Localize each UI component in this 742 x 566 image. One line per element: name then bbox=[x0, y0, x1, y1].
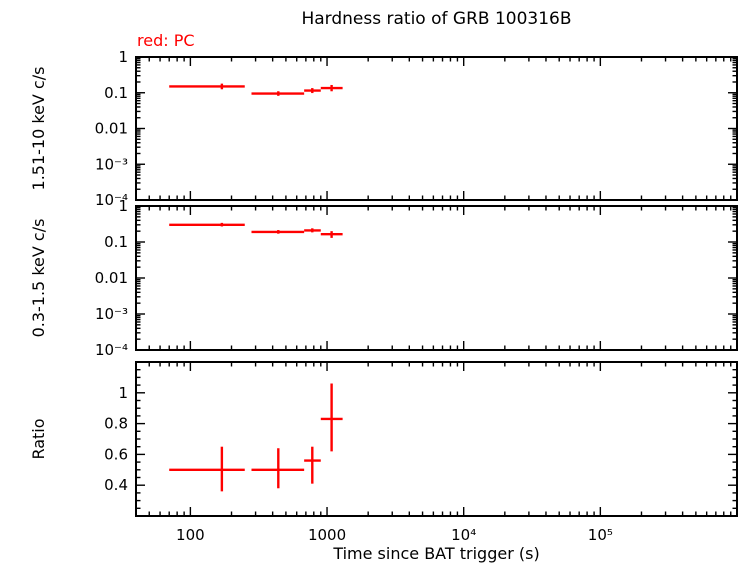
y-tick-label: 10⁻³ bbox=[95, 155, 128, 173]
y-tick-label: 0.6 bbox=[104, 445, 128, 463]
y-tick-label: 0.01 bbox=[95, 120, 128, 138]
y-axis-label-ratio: Ratio bbox=[29, 418, 48, 459]
panel-hard-band: 1 0.1 0.01 10⁻³ 10⁻⁴ 1.51-10 keV c/s bbox=[29, 48, 738, 209]
ticks-ratio bbox=[136, 362, 737, 516]
x-tick-label: 100 bbox=[176, 526, 205, 544]
y-tick-label: 0.1 bbox=[104, 84, 128, 102]
y-tick-label: 10⁻⁴ bbox=[95, 341, 128, 359]
panel-frame bbox=[135, 361, 738, 517]
y-tick-label: 10⁻⁴ bbox=[95, 191, 128, 209]
series-hard-band bbox=[169, 83, 343, 96]
series-ratio bbox=[169, 383, 343, 492]
mode-legend: red: PC bbox=[137, 31, 195, 50]
panel-soft-band: 1 0.1 0.01 10⁻³ 10⁻⁴ 0.3-1.5 keV c/s bbox=[29, 197, 738, 359]
chart-title: Hardness ratio of GRB 100316B bbox=[301, 9, 572, 29]
x-tick-label: 10⁵ bbox=[588, 526, 613, 544]
y-axis-label-hard-band: 1.51-10 keV c/s bbox=[29, 67, 48, 191]
y-tick-label: 10⁻³ bbox=[95, 305, 128, 323]
x-tick-label: 1000 bbox=[308, 526, 346, 544]
ticks-hard-band bbox=[136, 56, 737, 201]
y-tick-label: 0.4 bbox=[104, 476, 128, 494]
x-axis-label: Time since BAT trigger (s) bbox=[332, 544, 539, 563]
x-tick-label: 10⁴ bbox=[451, 526, 476, 544]
y-tick-label: 0.1 bbox=[104, 233, 128, 251]
y-tick-label: 0.8 bbox=[104, 415, 128, 433]
y-tick-label: 1 bbox=[118, 48, 128, 66]
panel-frame bbox=[135, 205, 738, 351]
panel-frame bbox=[135, 56, 738, 201]
series-soft-band bbox=[169, 222, 343, 238]
y-tick-label: 1 bbox=[118, 197, 128, 215]
y-tick-label: 1 bbox=[118, 384, 128, 402]
ticks-soft-band bbox=[136, 205, 737, 351]
panel-ratio: 0.4 0.6 0.8 1 Ratio bbox=[29, 361, 738, 517]
y-axis-label-soft-band: 0.3-1.5 keV c/s bbox=[29, 219, 48, 338]
y-tick-label: 0.01 bbox=[95, 269, 128, 287]
